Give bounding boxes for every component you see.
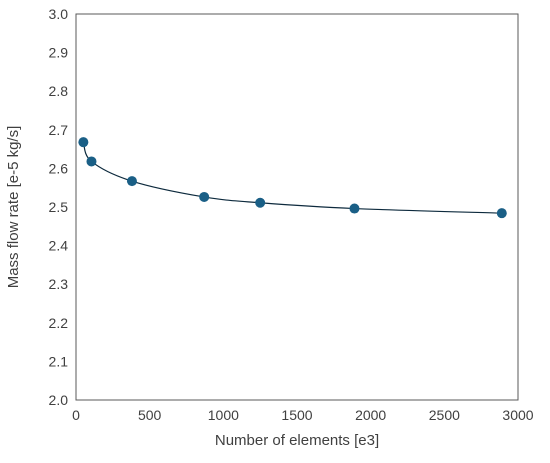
data-point — [496, 208, 507, 219]
x-tick-label: 1500 — [281, 407, 312, 423]
data-point — [255, 197, 266, 208]
y-tick-label: 2.5 — [49, 199, 69, 215]
y-tick-label: 2.7 — [49, 122, 69, 138]
y-tick-label: 2.9 — [49, 45, 69, 61]
x-tick-label: 2500 — [429, 407, 460, 423]
data-point — [349, 203, 360, 214]
y-tick-label: 2.6 — [49, 160, 69, 176]
data-point — [199, 191, 210, 202]
x-tick-label: 1000 — [208, 407, 239, 423]
y-axis-ticks: 2.0 2.1 2.2 2.3 2.4 2.5 2.6 2.7 2.8 2.9 3.0 — [49, 6, 69, 408]
y-tick-label: 2.8 — [49, 83, 69, 99]
data-markers — [78, 137, 507, 219]
y-tick-label: 2.2 — [49, 315, 69, 331]
y-tick-label: 2.1 — [49, 353, 69, 369]
x-tick-label: 3000 — [502, 407, 533, 423]
x-axis-title: Number of elements [e3] — [215, 432, 379, 449]
y-tick-label: 2.0 — [49, 392, 69, 408]
y-tick-label: 3.0 — [49, 6, 69, 22]
data-point — [126, 176, 137, 187]
y-axis-title: Mass flow rate [e-5 kg/s] — [5, 126, 22, 289]
plot-area — [75, 13, 519, 401]
x-tick-label: 500 — [138, 407, 162, 423]
x-axis-ticks: 0 500 1000 1500 2000 2500 3000 — [72, 407, 534, 423]
x-tick-label: 0 — [72, 407, 80, 423]
data-point — [78, 137, 89, 148]
x-tick-label: 2000 — [355, 407, 386, 423]
y-tick-label: 2.4 — [49, 238, 69, 254]
y-tick-label: 2.3 — [49, 276, 69, 292]
data-point — [86, 156, 97, 167]
